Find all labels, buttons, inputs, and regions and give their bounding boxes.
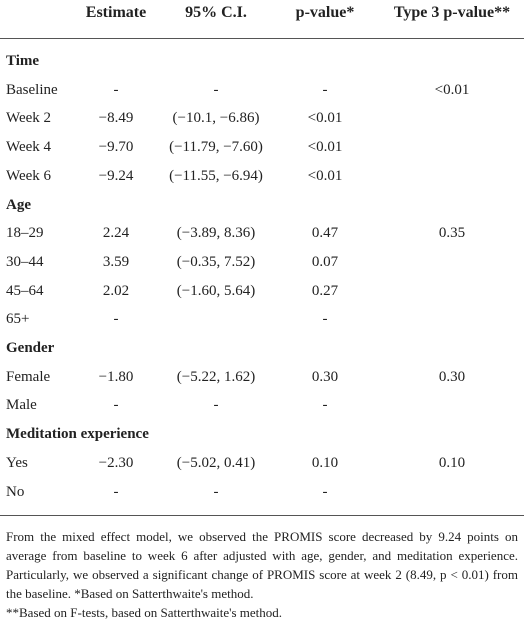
table-cell: (−10.1, −6.86): [172, 110, 260, 127]
table-cell: 2.02: [102, 282, 130, 299]
table-cell: (−0.35, 7.52): [176, 253, 256, 270]
table-cell: (−3.89, 8.36): [176, 225, 256, 242]
table-cell: −2.30: [98, 454, 134, 471]
row-label: Week 6: [6, 167, 52, 184]
row-label: 45–64: [6, 282, 44, 299]
table-cell: -: [322, 397, 328, 414]
table-cell: -: [113, 81, 119, 98]
table-cell: −9.24: [98, 167, 134, 184]
table-cell: -: [113, 483, 119, 500]
table-cell: <0.01: [434, 81, 470, 98]
table-cell: −9.70: [98, 139, 134, 156]
row-label: Baseline: [6, 81, 58, 98]
table-cell: -: [322, 483, 328, 500]
row-label: Female: [6, 368, 51, 385]
table-cell: <0.01: [307, 139, 343, 156]
table-cell: 0.10: [438, 454, 466, 471]
table-cell: (−1.60, 5.64): [176, 282, 256, 299]
row-label: 30–44: [6, 253, 44, 270]
table-cell: (−11.79, −7.60): [169, 139, 263, 156]
row-label: No: [6, 483, 25, 500]
table-cell: <0.01: [307, 167, 343, 184]
section-title: Meditation experience: [6, 426, 149, 443]
column-header: Type 3 p-value**: [393, 4, 511, 21]
table-cell: -: [322, 311, 328, 328]
table-cell: -: [113, 311, 119, 328]
table-cell: 0.30: [438, 368, 466, 385]
row-label: 18–29: [6, 225, 44, 242]
table-cell: -: [213, 397, 219, 414]
table-cell: (−5.22, 1.62): [176, 368, 256, 385]
table-cell: -: [213, 483, 219, 500]
table-cell: 0.30: [311, 368, 339, 385]
table-cell: −1.80: [98, 368, 134, 385]
table-cell: -: [322, 81, 328, 98]
row-label: Week 2: [6, 110, 52, 127]
table-cell: 0.10: [311, 454, 339, 471]
footnotes: From the mixed effect model, we observed…: [6, 527, 518, 622]
row-label: Yes: [6, 454, 28, 471]
bottom-rule: [0, 515, 524, 516]
note-text: From the mixed effect model, we observed…: [6, 529, 518, 601]
table-cell: (−5.02, 0.41): [176, 454, 256, 471]
column-header: 95% C.I.: [185, 4, 247, 21]
note: **Based on F-tests, based on Satterthwai…: [6, 605, 283, 620]
table-cell: 3.59: [102, 253, 130, 270]
section-title: Age: [6, 196, 31, 213]
note: *Based on Satterthwaite's method.: [74, 586, 254, 601]
section-title: Gender: [6, 340, 55, 356]
table-cell: 0.35: [438, 225, 466, 242]
table-cell: -: [213, 81, 219, 98]
table-cell: 2.24: [102, 225, 130, 242]
header-rule: [0, 38, 524, 39]
row-label: Week 4: [6, 139, 52, 156]
table-cell: 0.47: [311, 225, 339, 242]
section-title: Time: [6, 53, 40, 69]
table-cell: -: [113, 397, 119, 414]
table-cell: (−11.55, −6.94): [169, 167, 263, 184]
column-header: Estimate: [85, 4, 147, 21]
table-cell: <0.01: [307, 110, 343, 127]
table-cell: 0.27: [311, 282, 339, 299]
row-label: 65+: [6, 311, 30, 328]
row-label: Male: [6, 397, 37, 414]
column-header: p-value*: [295, 4, 355, 21]
table-cell: −8.49: [98, 110, 134, 127]
table-cell: 0.07: [311, 253, 339, 270]
